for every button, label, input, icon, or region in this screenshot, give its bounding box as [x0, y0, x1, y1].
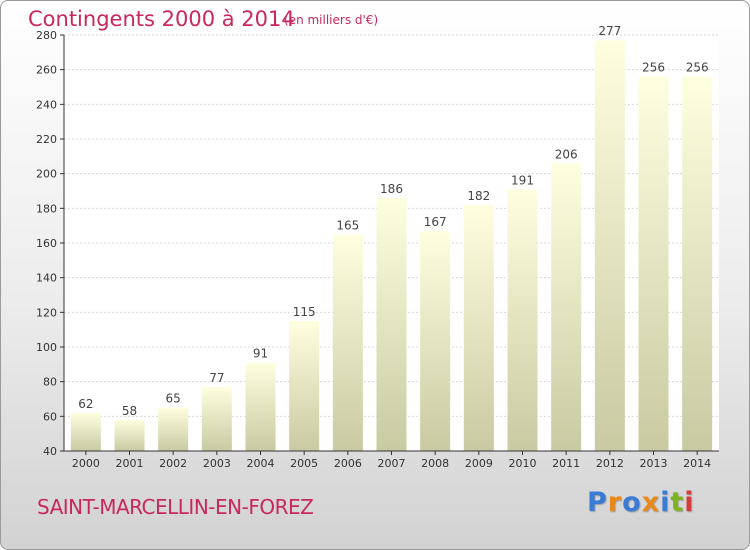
y-tick-label: 40 — [43, 445, 57, 458]
y-tick-label: 60 — [43, 410, 57, 423]
bar-2003 — [201, 386, 232, 451]
bar-2007 — [376, 197, 407, 451]
bar-2014 — [682, 76, 713, 451]
x-tick-label: 2009 — [465, 457, 493, 470]
y-tick-label: 200 — [36, 168, 57, 181]
bar-value-label: 167 — [424, 215, 447, 229]
y-tick-label: 80 — [43, 376, 57, 389]
y-tick-label: 260 — [36, 64, 57, 77]
proxiti-logo[interactable]: Proxiti — [587, 487, 695, 518]
bar-value-label: 256 — [642, 61, 665, 75]
bar-value-label: 206 — [555, 147, 578, 161]
x-tick-label: 2000 — [72, 457, 100, 470]
logo-letter: r — [607, 487, 623, 518]
bar-2001 — [114, 419, 145, 451]
bar-value-label: 91 — [253, 347, 268, 361]
x-tick-label: 2003 — [203, 457, 231, 470]
bar-value-label: 62 — [78, 397, 93, 411]
logo-letter: o — [622, 487, 642, 518]
bar-value-label: 58 — [122, 404, 137, 418]
y-tick-label: 140 — [36, 272, 57, 285]
x-tick-label: 2001 — [116, 457, 144, 470]
bar-value-label: 256 — [686, 61, 709, 75]
logo-letter: i — [660, 487, 671, 518]
bars: 62 58 65 77 91 115 165 186 167 182 191 206 277 256 256 — [70, 24, 713, 451]
bar-2000 — [70, 412, 101, 451]
logo-letter: x — [641, 487, 661, 518]
x-tick-label: 2002 — [159, 457, 187, 470]
y-tick-label: 100 — [36, 341, 57, 354]
chart-unit: (en milliers d'€) — [284, 13, 379, 27]
x-tick-label: 2010 — [509, 457, 537, 470]
y-tick-label: 240 — [36, 98, 57, 111]
y-tick-label: 160 — [36, 237, 57, 250]
chart-title: Contingents 2000 à 2014 — [28, 7, 295, 31]
x-tick-label: 2008 — [421, 457, 449, 470]
axes: 40 60 80 100 120 140 160 180 200 220 240 260 280 2000… — [36, 29, 719, 470]
x-tick-label: 2011 — [552, 457, 580, 470]
bar-2002 — [158, 407, 189, 451]
logo-letter: P — [587, 487, 608, 518]
bar-2009 — [463, 204, 494, 451]
bar-value-label: 165 — [336, 218, 359, 232]
bar-2013 — [638, 76, 669, 451]
bar-2004 — [245, 362, 276, 451]
bar-2011 — [551, 163, 582, 451]
y-tick-label: 280 — [36, 29, 57, 42]
bar-value-label: 115 — [293, 305, 316, 319]
bar-value-label: 77 — [209, 371, 224, 385]
x-tick-label: 2014 — [683, 457, 711, 470]
x-tick-label: 2006 — [334, 457, 362, 470]
x-tick-label: 2012 — [596, 457, 624, 470]
x-tick-label: 2013 — [640, 457, 668, 470]
logo-letter: i — [684, 487, 695, 518]
y-tick-label: 120 — [36, 306, 57, 319]
bar-2008 — [420, 230, 451, 451]
bar-value-label: 65 — [166, 392, 181, 406]
x-tick-label: 2005 — [290, 457, 318, 470]
bar-value-label: 182 — [467, 189, 490, 203]
bar-2010 — [507, 189, 538, 451]
bar-value-label: 186 — [380, 182, 403, 196]
bar-2006 — [332, 234, 363, 451]
logo-letter: t — [670, 487, 685, 518]
x-tick-label: 2007 — [378, 457, 406, 470]
y-tick-label: 180 — [36, 202, 57, 215]
bar-value-label: 191 — [511, 173, 534, 187]
bar-value-label: 277 — [598, 24, 621, 38]
y-tick-label: 220 — [36, 133, 57, 146]
commune-name: SAINT-MARCELLIN-EN-FOREZ — [37, 495, 314, 519]
bar-2005 — [289, 321, 320, 451]
x-tick-label: 2004 — [247, 457, 275, 470]
bar-2012 — [594, 40, 625, 451]
